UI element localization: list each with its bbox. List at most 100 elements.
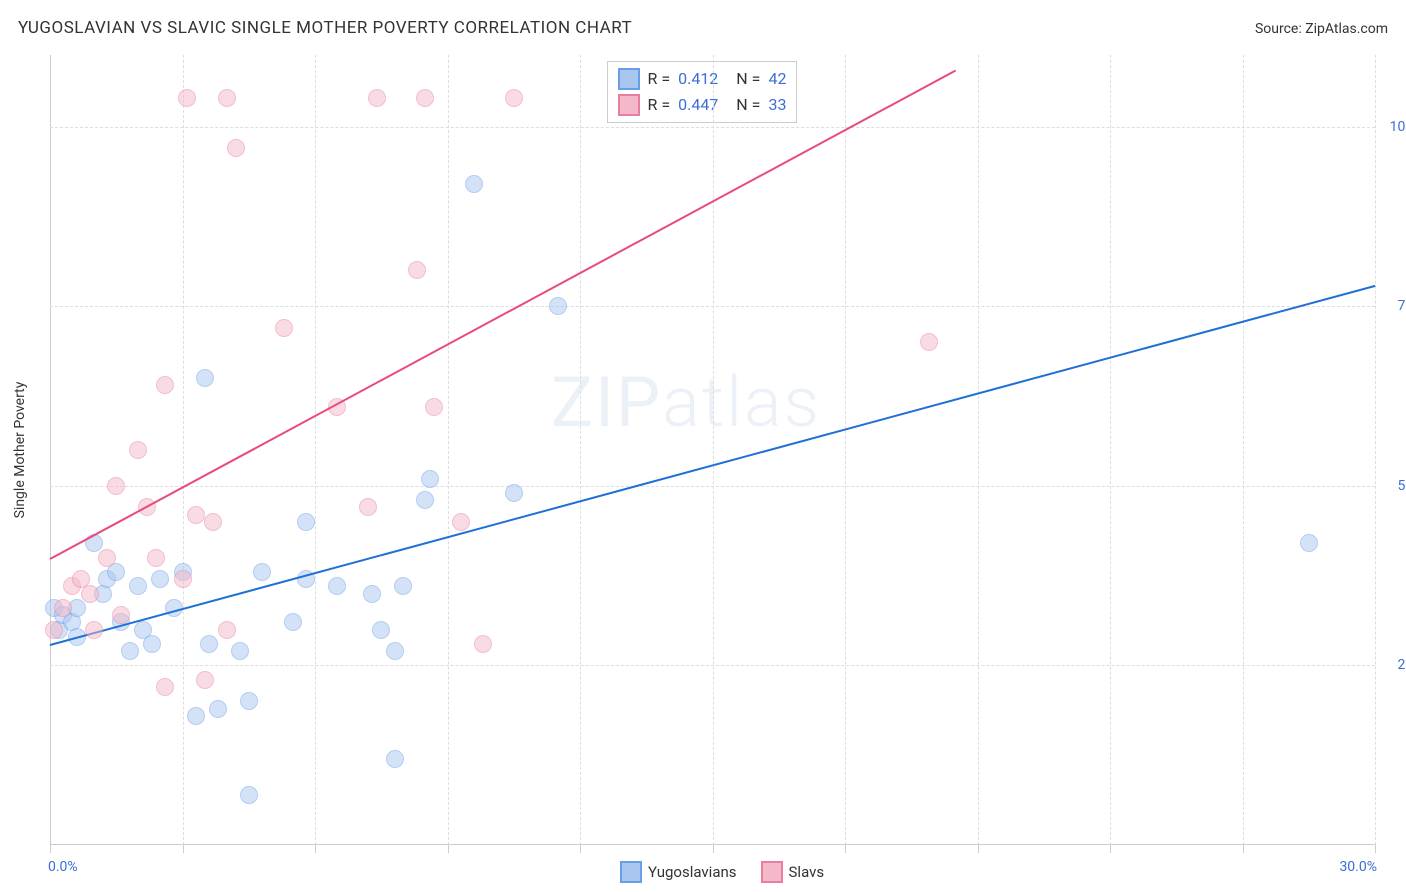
- gridline-v: [713, 55, 714, 845]
- legend-item: Slavs: [761, 861, 825, 883]
- watermark: ZIPatlas: [551, 362, 821, 444]
- data-point: [363, 585, 381, 603]
- y-tick-label: 25.0%: [1380, 657, 1406, 673]
- x-tick: [1375, 845, 1376, 853]
- x-tick: [50, 845, 51, 853]
- data-point: [129, 441, 147, 459]
- data-point: [474, 635, 492, 653]
- data-point: [452, 513, 470, 531]
- x-tick: [1243, 845, 1244, 853]
- chart-title: YUGOSLAVIAN VS SLAVIC SINGLE MOTHER POVE…: [18, 18, 632, 38]
- data-point: [425, 398, 443, 416]
- data-point: [112, 606, 130, 624]
- data-point: [209, 700, 227, 718]
- data-point: [156, 678, 174, 696]
- x-tick: [1110, 845, 1111, 853]
- legend-r-label: R =: [648, 66, 671, 92]
- source-label: Source: ZipAtlas.com: [1255, 21, 1388, 37]
- gridline-v: [1243, 55, 1244, 845]
- data-point: [98, 549, 116, 567]
- data-point: [107, 477, 125, 495]
- data-point: [505, 484, 523, 502]
- gridline-v: [448, 55, 449, 845]
- series-legend: Yugoslavians Slavs: [620, 861, 824, 883]
- data-point: [187, 506, 205, 524]
- data-point: [196, 369, 214, 387]
- legend-n-label: N =: [736, 92, 760, 118]
- data-point: [359, 498, 377, 516]
- data-point: [196, 671, 214, 689]
- data-point: [549, 297, 567, 315]
- gridline-v: [1375, 55, 1376, 845]
- legend-item: Yugoslavians: [620, 861, 737, 883]
- data-point: [54, 599, 72, 617]
- x-tick: [315, 845, 316, 853]
- data-point: [416, 491, 434, 509]
- data-point: [386, 750, 404, 768]
- legend-n-label: N =: [736, 66, 760, 92]
- y-tick-label: 50.0%: [1380, 478, 1406, 494]
- legend-n-value: 42: [768, 66, 786, 92]
- data-point: [81, 585, 99, 603]
- data-point: [85, 621, 103, 639]
- data-point: [218, 621, 236, 639]
- legend-swatch: [618, 68, 640, 90]
- data-point: [129, 577, 147, 595]
- legend-row: R =0.412N =42: [618, 66, 787, 92]
- data-point: [275, 319, 293, 337]
- legend-series-name: Yugoslavians: [648, 863, 737, 881]
- data-point: [297, 513, 315, 531]
- data-point: [178, 89, 196, 107]
- data-point: [200, 635, 218, 653]
- data-point: [231, 642, 249, 660]
- gridline-v: [183, 55, 184, 845]
- data-point: [151, 570, 169, 588]
- gridline-v: [315, 55, 316, 845]
- data-point: [45, 621, 63, 639]
- x-axis-max-label: 30.0%: [1339, 859, 1377, 875]
- data-point: [421, 470, 439, 488]
- x-tick: [183, 845, 184, 853]
- gridline-v: [845, 55, 846, 845]
- data-point: [394, 577, 412, 595]
- y-axis-line: [50, 55, 51, 845]
- legend-n-value: 33: [768, 92, 786, 118]
- data-point: [156, 376, 174, 394]
- x-tick: [580, 845, 581, 853]
- gridline-v: [580, 55, 581, 845]
- legend-swatch: [761, 861, 783, 883]
- data-point: [143, 635, 161, 653]
- gridline-v: [1110, 55, 1111, 845]
- legend-swatch: [620, 861, 642, 883]
- data-point: [920, 333, 938, 351]
- data-point: [386, 642, 404, 660]
- data-point: [368, 89, 386, 107]
- data-point: [465, 175, 483, 193]
- y-axis-title: Single Mother Poverty: [12, 382, 28, 519]
- legend-row: R =0.447N =33: [618, 92, 787, 118]
- x-tick: [448, 845, 449, 853]
- y-tick-label: 100.0%: [1380, 119, 1406, 135]
- data-point: [174, 570, 192, 588]
- x-axis-min-label: 0.0%: [48, 859, 78, 875]
- data-point: [240, 786, 258, 804]
- data-point: [372, 621, 390, 639]
- data-point: [284, 613, 302, 631]
- data-point: [253, 563, 271, 581]
- data-point: [328, 577, 346, 595]
- data-point: [218, 89, 236, 107]
- legend-r-label: R =: [648, 92, 671, 118]
- gridline-v: [978, 55, 979, 845]
- data-point: [204, 513, 222, 531]
- data-point: [240, 692, 258, 710]
- data-point: [408, 261, 426, 279]
- data-point: [505, 89, 523, 107]
- x-tick: [713, 845, 714, 853]
- data-point: [147, 549, 165, 567]
- data-point: [121, 642, 139, 660]
- legend-series-name: Slavs: [789, 863, 825, 881]
- correlation-legend: R =0.412N =42R =0.447N =33: [607, 61, 798, 123]
- data-point: [416, 89, 434, 107]
- x-tick: [845, 845, 846, 853]
- data-point: [1300, 534, 1318, 552]
